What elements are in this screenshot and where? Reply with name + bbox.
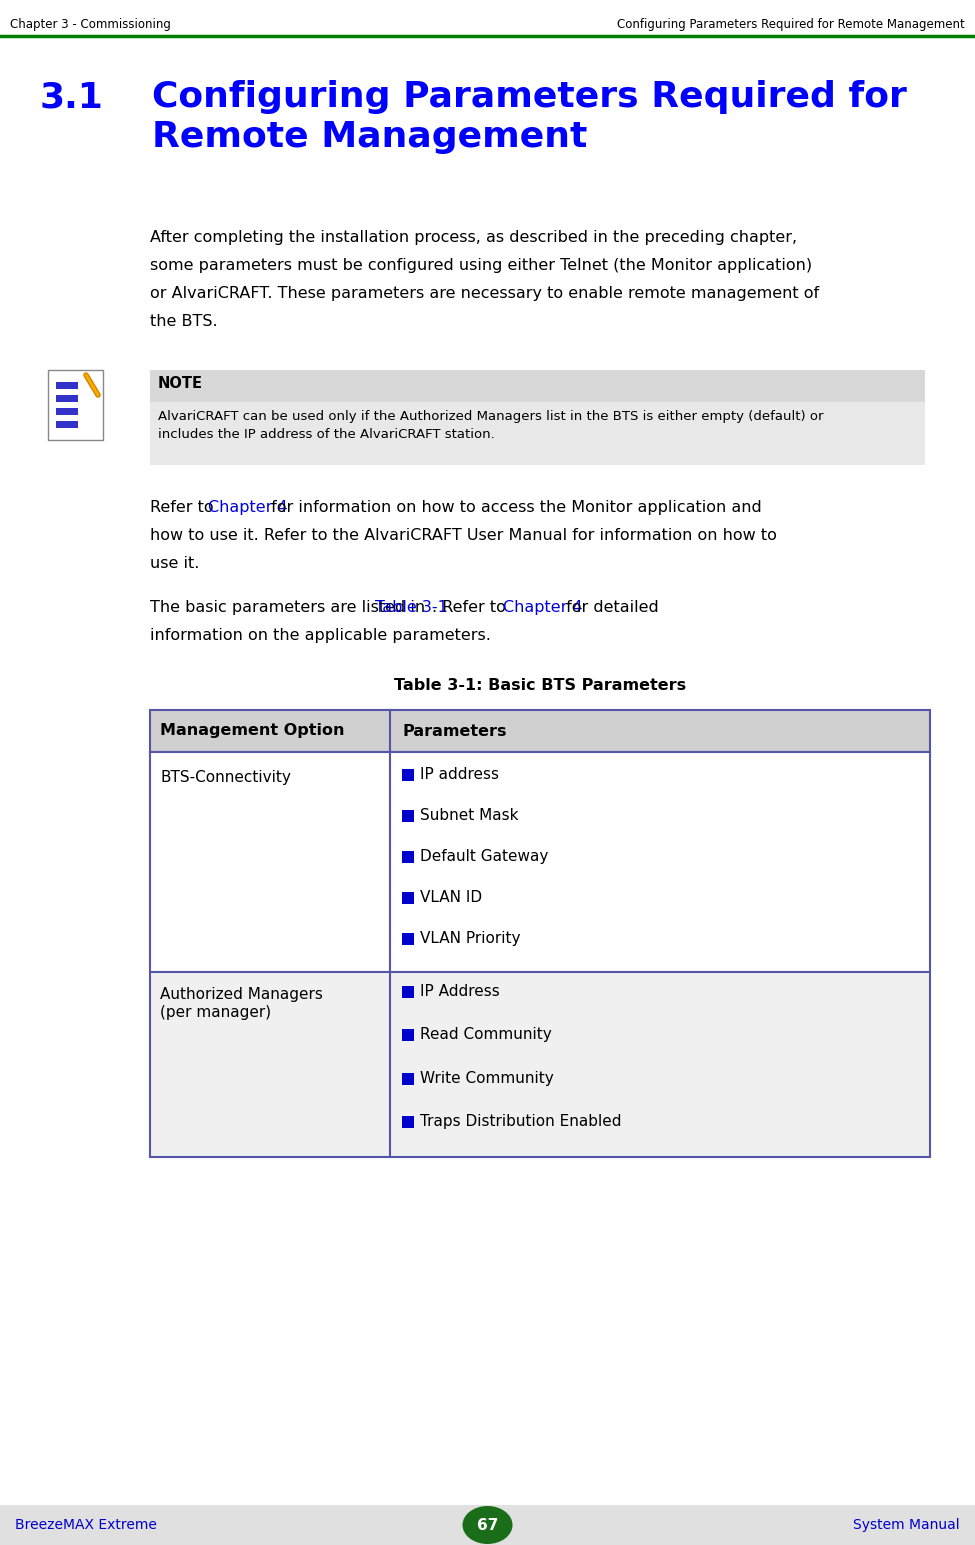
Text: Remote Management: Remote Management [152,121,587,154]
Text: Authorized Managers: Authorized Managers [160,987,323,1003]
Text: . Refer to: . Refer to [433,599,512,615]
Text: Parameters: Parameters [402,723,506,739]
Text: use it.: use it. [150,556,199,572]
Text: IP address: IP address [420,766,499,782]
Bar [402,986,414,998]
Text: Management Option: Management Option [160,723,344,739]
Text: some parameters must be configured using either Telnet (the Monitor application): some parameters must be configured using… [150,258,812,273]
Text: Default Gateway: Default Gateway [420,850,548,864]
Bar [56,396,78,402]
Text: VLAN ID: VLAN ID [420,890,482,905]
Bar [56,420,78,428]
Bar [402,1115,414,1128]
Text: VLAN Priority: VLAN Priority [420,932,521,946]
Text: Configuring Parameters Required for: Configuring Parameters Required for [152,80,907,114]
Text: Chapter 4: Chapter 4 [208,501,288,514]
Text: Configuring Parameters Required for Remote Management: Configuring Parameters Required for Remo… [617,19,965,31]
Text: 67: 67 [477,1517,498,1533]
Text: information on the applicable parameters.: information on the applicable parameters… [150,627,490,643]
Bar [402,891,414,904]
Text: AlvariCRAFT can be used only if the Authorized Managers list in the BTS is eithe: AlvariCRAFT can be used only if the Auth… [158,409,824,423]
Text: System Manual: System Manual [853,1519,960,1533]
Text: The basic parameters are listed in: The basic parameters are listed in [150,599,430,615]
FancyBboxPatch shape [150,972,930,1157]
Text: Write Community: Write Community [420,1071,554,1086]
Bar [402,933,414,946]
Text: for detailed: for detailed [561,599,659,615]
Text: 3.1: 3.1 [40,80,104,114]
Bar [56,408,78,416]
Bar [56,382,78,389]
Text: Subnet Mask: Subnet Mask [420,808,519,823]
Text: the BTS.: the BTS. [150,314,217,329]
Text: NOTE: NOTE [158,375,203,391]
Text: includes the IP address of the AlvariCRAFT station.: includes the IP address of the AlvariCRA… [158,428,494,440]
Ellipse shape [462,1506,513,1543]
Bar [402,810,414,822]
Text: or AlvariCRAFT. These parameters are necessary to enable remote management of: or AlvariCRAFT. These parameters are nec… [150,286,819,301]
Text: Traps Distribution Enabled: Traps Distribution Enabled [420,1114,621,1129]
Bar [402,769,414,782]
Bar [0,1505,975,1545]
Bar [402,851,414,864]
Text: After completing the installation process, as described in the preceding chapter: After completing the installation proces… [150,230,798,246]
Text: Table 3-1: Table 3-1 [374,599,448,615]
FancyBboxPatch shape [150,711,930,752]
Text: Refer to: Refer to [150,501,218,514]
Bar [402,1029,414,1041]
Text: Chapter 3 - Commissioning: Chapter 3 - Commissioning [10,19,171,31]
Text: (per manager): (per manager) [160,1004,271,1020]
Text: Chapter 4: Chapter 4 [503,599,583,615]
Text: Read Community: Read Community [420,1027,552,1043]
Text: BreezeMAX Extreme: BreezeMAX Extreme [15,1519,157,1533]
Text: Table 3-1: Basic BTS Parameters: Table 3-1: Basic BTS Parameters [394,678,686,694]
Text: for information on how to access the Monitor application and: for information on how to access the Mon… [265,501,761,514]
FancyBboxPatch shape [150,402,925,465]
Text: IP Address: IP Address [420,984,500,1000]
Bar [402,1072,414,1085]
FancyBboxPatch shape [150,752,930,972]
FancyBboxPatch shape [48,369,103,440]
Text: how to use it. Refer to the AlvariCRAFT User Manual for information on how to: how to use it. Refer to the AlvariCRAFT … [150,528,777,542]
FancyBboxPatch shape [150,369,925,402]
Text: BTS-Connectivity: BTS-Connectivity [160,769,291,785]
